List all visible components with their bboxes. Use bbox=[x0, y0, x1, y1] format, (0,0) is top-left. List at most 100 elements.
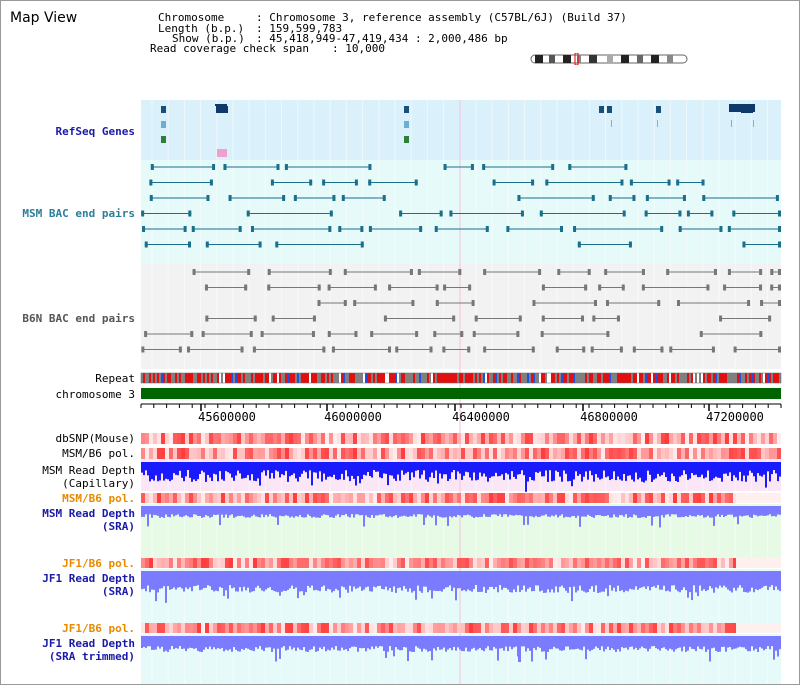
jf1-depth-sra-bar bbox=[461, 571, 463, 591]
b6n-bac-pair-end bbox=[328, 269, 332, 275]
jf1-depth-trim-bar bbox=[433, 636, 435, 649]
msm-bac-pair-end bbox=[608, 195, 612, 201]
track-label-jf1-depth-sra: JF1 Read Depth bbox=[42, 572, 135, 585]
msm-depth-cap-bar bbox=[307, 462, 309, 479]
msm-depth-cap-bar bbox=[387, 462, 389, 486]
jf1-depth-trim-bar bbox=[539, 636, 541, 648]
dbsnp-cell bbox=[477, 433, 481, 444]
msm-depth-cap-bar bbox=[205, 462, 207, 482]
dbsnp-cell bbox=[197, 433, 201, 444]
dbsnp-cell bbox=[549, 433, 553, 444]
repeat-element bbox=[597, 373, 599, 383]
jf1-depth-sra-bar bbox=[295, 571, 297, 588]
msm-bac-pair-end bbox=[449, 210, 453, 217]
repeat-element bbox=[765, 373, 767, 383]
msm-depth-cap-bar bbox=[587, 462, 589, 480]
msm-b6-pol-cell bbox=[465, 448, 469, 459]
jf1-depth-sra-bar bbox=[565, 571, 567, 591]
jf1-depth-sra-bar bbox=[593, 571, 595, 592]
jf1-depth-trim-bar bbox=[141, 636, 143, 649]
jf1-b6-pol-cell bbox=[445, 623, 449, 633]
dbsnp-cell bbox=[677, 433, 681, 444]
jf1-depth-sra-bar bbox=[375, 571, 377, 588]
repeat-element bbox=[649, 373, 651, 383]
msm-depth-cap-bar bbox=[721, 462, 723, 482]
repeat-element bbox=[217, 373, 219, 383]
jf1-depth-trim-bar bbox=[311, 636, 313, 650]
jf1-depth-sra-bar bbox=[367, 571, 369, 587]
b6n-bac-pair-end bbox=[141, 346, 145, 353]
msm-depth-cap-bar bbox=[389, 462, 391, 476]
jf1-depth-trim-bar bbox=[253, 636, 255, 652]
msm-depth-cap-bar bbox=[705, 462, 707, 478]
jf1-depth-sra-bar bbox=[165, 571, 167, 603]
msm-depth-cap-bar bbox=[601, 462, 603, 479]
b6n-bac-pair-end bbox=[483, 269, 487, 275]
msm-bac-pair-end bbox=[727, 226, 731, 232]
msm-depth-sra-bar bbox=[773, 506, 775, 516]
msm-depth-sra-bar bbox=[499, 506, 501, 515]
jf1-depth-trim-bar bbox=[387, 636, 389, 652]
msm-depth-sra-bar bbox=[147, 506, 149, 527]
jf1-depth-sra-bar bbox=[543, 571, 545, 593]
repeat-element bbox=[451, 373, 453, 383]
jf1-depth-sra-bar bbox=[283, 571, 285, 591]
jf1-b6-pol-cell bbox=[141, 558, 145, 568]
jf1-depth-trim-bar bbox=[649, 636, 651, 649]
jf1-depth-sra-bar bbox=[721, 571, 723, 588]
repeat-element bbox=[195, 373, 197, 383]
msm-depth-cap-bar bbox=[503, 462, 505, 480]
jf1-depth-sra-bar bbox=[489, 571, 491, 587]
jf1-b6-pol-cell bbox=[481, 558, 485, 568]
msm-depth-cap-bar bbox=[269, 462, 271, 479]
repeat-element bbox=[455, 373, 457, 383]
jf1-b6-pol-cell bbox=[417, 623, 421, 633]
msm-depth-sra-bar bbox=[635, 506, 637, 516]
b6n-bac-pair-end bbox=[768, 315, 772, 322]
jf1-b6-pol-cell bbox=[665, 558, 669, 568]
msm-b6-pol-cell bbox=[485, 448, 489, 459]
msm-b6-pol-cell bbox=[353, 448, 357, 459]
b6n-bac-pair-end bbox=[458, 269, 462, 275]
jf1-depth-sra-bar bbox=[555, 571, 557, 587]
b6n-bac-pair-end bbox=[592, 315, 596, 322]
msm-depth-sra-bar bbox=[259, 506, 261, 518]
jf1-depth-trim-bar bbox=[471, 636, 473, 649]
track-label-msm-bac[interactable]: MSM BAC end pairs bbox=[22, 207, 135, 220]
jf1-b6-pol-cell bbox=[677, 558, 681, 568]
repeat-element bbox=[297, 373, 299, 383]
msm-depth-cap-bar bbox=[375, 462, 377, 472]
msm-b6-pol-cell bbox=[229, 493, 233, 503]
jf1-b6-pol-cell bbox=[409, 623, 413, 633]
msm-b6-pol-cell bbox=[709, 448, 713, 459]
msm-depth-sra-bar bbox=[657, 506, 659, 517]
jf1-depth-sra-bar bbox=[507, 571, 509, 590]
msm-depth-sra-bar bbox=[615, 506, 617, 517]
repeat-element bbox=[307, 373, 309, 383]
track-label-b6n-bac[interactable]: B6N BAC end pairs bbox=[22, 312, 135, 325]
msm-bac-pair-end bbox=[368, 226, 372, 232]
msm-b6-pol-cell bbox=[445, 493, 449, 503]
msm-depth-sra-bar bbox=[149, 506, 151, 515]
msm-depth-sra-bar bbox=[313, 506, 315, 517]
jf1-depth-trim-bar bbox=[683, 636, 685, 647]
chromosome-ideogram[interactable] bbox=[529, 53, 691, 65]
repeat-element bbox=[693, 373, 695, 383]
jf1-b6-pol-cell bbox=[317, 623, 321, 633]
jf1-depth-trim-bar bbox=[413, 636, 415, 652]
track-label-refseq[interactable]: RefSeq Genes bbox=[55, 125, 135, 138]
repeat-element bbox=[405, 373, 407, 383]
jf1-depth-trim-bar bbox=[555, 636, 557, 649]
repeat-element bbox=[689, 373, 691, 383]
msm-depth-cap-bar bbox=[265, 462, 267, 476]
repeat-element bbox=[509, 373, 511, 383]
dbsnp-cell bbox=[581, 433, 585, 444]
msm-b6-pol-cell bbox=[649, 448, 653, 459]
repeat-element bbox=[467, 373, 469, 383]
msm-b6-pol-cell bbox=[625, 448, 629, 459]
jf1-b6-pol-cell bbox=[469, 623, 473, 633]
repeat-element bbox=[501, 373, 503, 383]
jf1-b6-pol-cell bbox=[321, 623, 325, 633]
repeat-element bbox=[743, 373, 745, 383]
